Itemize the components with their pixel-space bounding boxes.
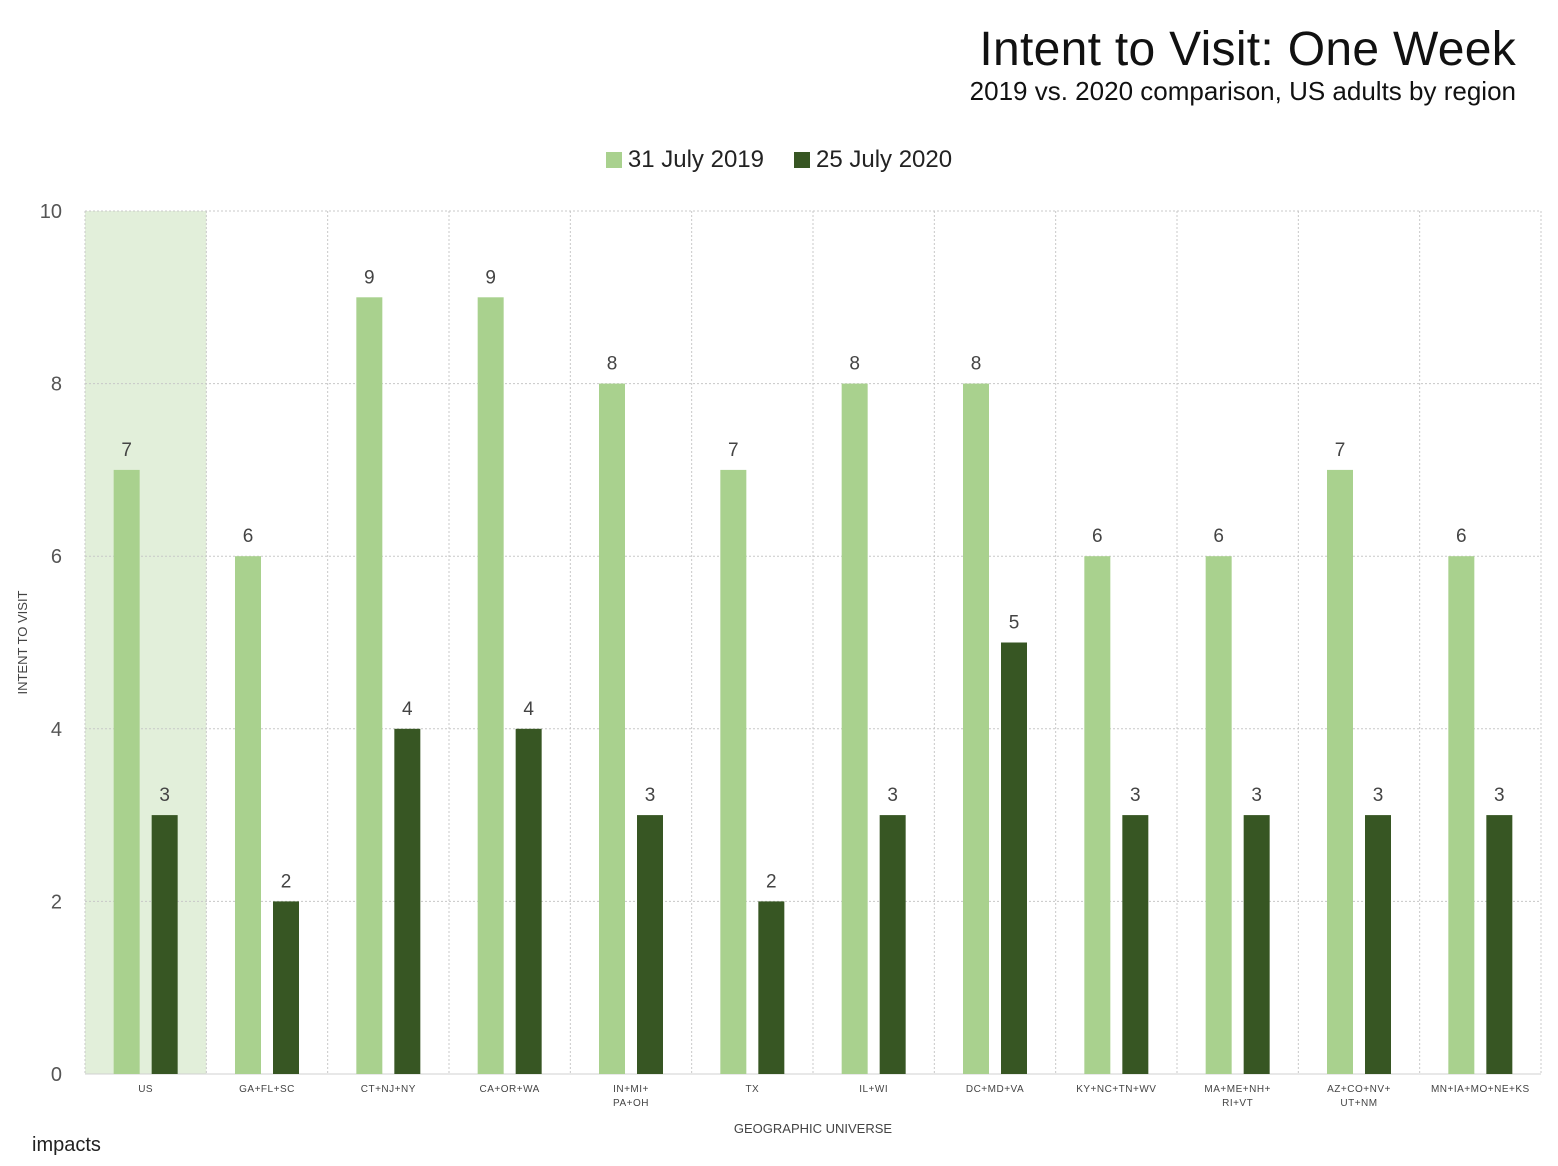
y-tick-label: 8 xyxy=(51,374,62,396)
data-label: 3 xyxy=(887,785,898,806)
bar xyxy=(758,901,785,1074)
data-label: 4 xyxy=(523,699,534,720)
data-label: 8 xyxy=(849,354,860,375)
data-label: 3 xyxy=(1494,785,1505,806)
legend-swatch-2020 xyxy=(794,152,810,168)
bar xyxy=(273,901,299,1074)
bar xyxy=(1486,815,1513,1074)
bar xyxy=(599,383,625,1075)
data-label: 2 xyxy=(281,871,292,892)
category-label: PA+OH xyxy=(613,1098,649,1109)
y-tick-label: 6 xyxy=(51,546,62,568)
data-label: 3 xyxy=(1373,785,1384,806)
data-label: 9 xyxy=(364,267,375,288)
bar xyxy=(1205,556,1232,1074)
impacts-logo: impacts xyxy=(32,1134,101,1156)
legend-item-2019: 31 July 2019 xyxy=(605,146,764,174)
chart-subtitle: 2019 vs. 2020 comparison, US adults by r… xyxy=(969,76,1516,106)
data-label: 8 xyxy=(607,354,618,375)
bar xyxy=(1448,556,1475,1074)
y-tick-label: 0 xyxy=(51,1064,62,1086)
x-axis-title: GEOGRAPHIC UNIVERSE xyxy=(734,1121,893,1136)
category-label: KY+NC+TN+WV xyxy=(1076,1084,1156,1095)
bar xyxy=(394,728,421,1074)
data-label: 3 xyxy=(645,785,656,806)
y-axis-title: INTENT TO VISIT xyxy=(15,590,30,694)
data-label: 3 xyxy=(1130,785,1141,806)
data-label: 8 xyxy=(971,354,982,375)
category-label: US xyxy=(138,1084,153,1095)
bar xyxy=(720,469,747,1074)
data-label: 6 xyxy=(1213,526,1224,547)
legend: 31 July 2019 25 July 2020 xyxy=(0,146,1558,174)
data-label: 7 xyxy=(1335,440,1346,461)
data-label: 9 xyxy=(485,267,496,288)
bar xyxy=(1243,815,1270,1074)
bar xyxy=(151,815,178,1074)
category-label: CT+NJ+NY xyxy=(361,1084,416,1095)
bar xyxy=(1327,469,1353,1074)
bar xyxy=(963,383,989,1075)
category-label: UT+NM xyxy=(1340,1098,1377,1109)
legend-item-2020: 25 July 2020 xyxy=(794,146,952,174)
legend-swatch-2019 xyxy=(605,152,622,168)
category-label: MN+IA+MO+NE+KS xyxy=(1431,1084,1530,1095)
data-label: 3 xyxy=(1251,785,1262,806)
data-label: 7 xyxy=(728,440,739,461)
bar xyxy=(841,383,868,1075)
data-label: 2 xyxy=(766,871,777,892)
data-label: 4 xyxy=(402,699,413,720)
category-label: IL+WI xyxy=(859,1084,888,1095)
bar xyxy=(113,469,140,1074)
chart-title: Intent to Visit: One Week xyxy=(979,23,1516,76)
y-tick-label: 2 xyxy=(51,891,62,913)
category-label: GA+FL+SC xyxy=(239,1084,295,1095)
bar xyxy=(1001,642,1027,1074)
bar xyxy=(356,297,383,1074)
bar xyxy=(1365,815,1391,1074)
bar xyxy=(515,728,542,1074)
category-label: RI+VT xyxy=(1222,1098,1253,1109)
category-label: DC+MD+VA xyxy=(966,1084,1024,1095)
data-label: 6 xyxy=(1456,526,1467,547)
data-label: 6 xyxy=(243,526,254,547)
category-label: CA+OR+WA xyxy=(480,1084,540,1095)
legend-label-2020: 25 July 2020 xyxy=(816,146,953,173)
bar xyxy=(477,297,504,1074)
y-tick-label: 10 xyxy=(40,201,62,223)
bar xyxy=(879,815,906,1074)
data-label: 6 xyxy=(1092,526,1103,547)
category-label: TX xyxy=(745,1084,759,1095)
bar xyxy=(637,815,663,1074)
category-label: IN+MI+ xyxy=(613,1084,649,1095)
category-label: MA+ME+NH+ xyxy=(1204,1084,1270,1095)
legend-label-2019: 31 July 2019 xyxy=(627,146,764,173)
bar xyxy=(235,556,261,1074)
bar xyxy=(1122,815,1149,1074)
y-tick-label: 4 xyxy=(51,719,62,741)
data-label: 7 xyxy=(121,440,132,461)
highlight-band xyxy=(85,211,207,1074)
data-label: 5 xyxy=(1009,613,1020,634)
category-label: AZ+CO+NV+ xyxy=(1327,1084,1391,1095)
data-label: 3 xyxy=(159,785,170,806)
bar xyxy=(1084,556,1111,1074)
